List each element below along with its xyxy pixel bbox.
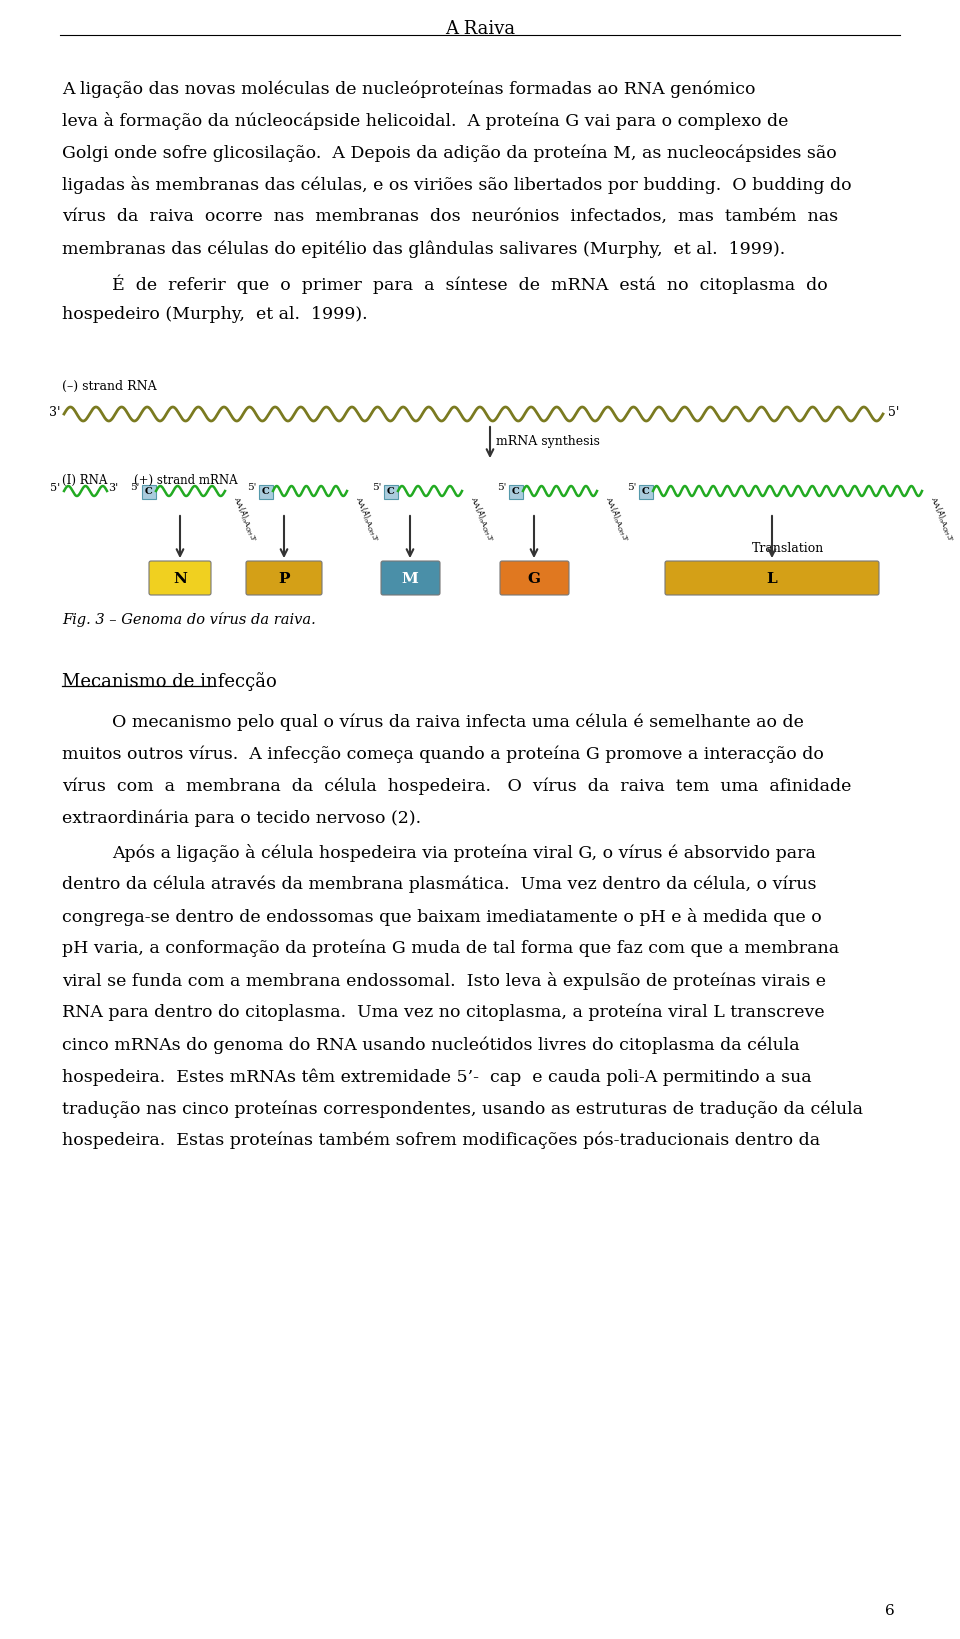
Text: AA$(A)_n$A$_{OH}$3': AA$(A)_n$A$_{OH}$3' — [602, 493, 632, 543]
Text: 3': 3' — [49, 406, 60, 420]
Text: L: L — [767, 572, 778, 585]
Text: Mecanismo de infecção: Mecanismo de infecção — [62, 672, 276, 690]
Text: AA$(A)_n$A$_{OH}$3': AA$(A)_n$A$_{OH}$3' — [467, 493, 496, 543]
Text: É  de  referir  que  o  primer  para  a  síntese  de  mRNA  está  no  citoplasma: É de referir que o primer para a síntese… — [112, 274, 828, 293]
Text: muitos outros vírus.  A infecção começa quando a proteína G promove a interacção: muitos outros vírus. A infecção começa q… — [62, 746, 824, 764]
FancyBboxPatch shape — [383, 485, 397, 500]
Text: leva à formação da núcleocápside helicoidal.  A proteína G vai para o complexo d: leva à formação da núcleocápside helicoi… — [62, 111, 788, 129]
Text: vírus  com  a  membrana  da  célula  hospedeira.   O  vírus  da  raiva  tem  uma: vírus com a membrana da célula hospedeir… — [62, 777, 852, 795]
Text: congrega-se dentro de endossomas que baixam imediatamente o pH e à medida que o: congrega-se dentro de endossomas que bai… — [62, 908, 822, 926]
FancyBboxPatch shape — [509, 485, 522, 500]
Text: dentro da célula através da membrana plasmática.  Uma vez dentro da célula, o ví: dentro da célula através da membrana pla… — [62, 875, 817, 893]
Text: ligadas às membranas das células, e os viriões são libertados por budding.  O bu: ligadas às membranas das células, e os v… — [62, 175, 852, 193]
Text: 5': 5' — [627, 484, 636, 492]
Text: 3': 3' — [108, 484, 118, 493]
Text: 5': 5' — [888, 406, 900, 420]
Text: pH varia, a conformação da proteína G muda de tal forma que faz com que a membra: pH varia, a conformação da proteína G mu… — [62, 939, 839, 957]
Text: N: N — [173, 572, 187, 585]
Text: AA$(A)_n$A$_{OH}$3': AA$(A)_n$A$_{OH}$3' — [230, 493, 259, 543]
Text: Translation: Translation — [752, 541, 825, 554]
Text: C: C — [512, 487, 519, 497]
Text: RNA para dentro do citoplasma.  Uma vez no citoplasma, a proteína viral L transc: RNA para dentro do citoplasma. Uma vez n… — [62, 1003, 825, 1021]
Text: viral se funda com a membrana endossomal.  Isto leva à expulsão de proteínas vir: viral se funda com a membrana endossomal… — [62, 972, 826, 990]
Text: tradução nas cinco proteínas correspondentes, usando as estruturas de tradução d: tradução nas cinco proteínas corresponde… — [62, 1100, 863, 1116]
Text: hospedeiro (Murphy,  et al.  1999).: hospedeiro (Murphy, et al. 1999). — [62, 306, 368, 323]
Text: A Raiva: A Raiva — [444, 20, 516, 38]
Text: 5': 5' — [497, 484, 506, 492]
Text: membranas das células do epitélio das glândulas salivares (Murphy,  et al.  1999: membranas das células do epitélio das gl… — [62, 239, 785, 257]
Text: 6: 6 — [885, 1603, 895, 1618]
Text: Golgi onde sofre glicosilação.  A Depois da adição da proteína M, as nucleocápsi: Golgi onde sofre glicosilação. A Depois … — [62, 144, 837, 161]
Text: 5': 5' — [372, 484, 381, 492]
Text: vírus  da  raiva  ocorre  nas  membranas  dos  neurónios  infectados,  mas  tamb: vírus da raiva ocorre nas membranas dos … — [62, 208, 838, 225]
Text: mRNA synthesis: mRNA synthesis — [496, 436, 600, 447]
FancyBboxPatch shape — [149, 562, 211, 595]
Text: hospedeira.  Estes mRNAs têm extremidade 5’-  cap  e cauda poli-A permitindo a s: hospedeira. Estes mRNAs têm extremidade … — [62, 1067, 811, 1085]
Text: O mecanismo pelo qual o vírus da raiva infecta uma célula é semelhante ao de: O mecanismo pelo qual o vírus da raiva i… — [112, 713, 804, 731]
FancyBboxPatch shape — [381, 562, 440, 595]
FancyBboxPatch shape — [141, 485, 156, 500]
Text: (I) RNA: (I) RNA — [62, 474, 108, 487]
FancyBboxPatch shape — [500, 562, 569, 595]
FancyBboxPatch shape — [258, 485, 273, 500]
Text: AA$(A)_n$A$_{OH}$3': AA$(A)_n$A$_{OH}$3' — [352, 493, 382, 543]
FancyBboxPatch shape — [665, 562, 879, 595]
Text: AA$(A)_n$A$_{OH}$3': AA$(A)_n$A$_{OH}$3' — [927, 493, 957, 543]
Text: (+) strand mRNA: (+) strand mRNA — [134, 474, 238, 487]
Text: M: M — [401, 572, 419, 585]
Text: A ligação das novas moléculas de nucleóproteínas formadas ao RNA genómico: A ligação das novas moléculas de nucleóp… — [62, 80, 756, 97]
Text: Fig. 3 – Genoma do vírus da raiva.: Fig. 3 – Genoma do vírus da raiva. — [62, 611, 316, 626]
Text: C: C — [641, 487, 649, 497]
Text: G: G — [527, 572, 540, 585]
Text: 5': 5' — [130, 484, 139, 492]
FancyBboxPatch shape — [638, 485, 653, 500]
Text: cinco mRNAs do genoma do RNA usando nucleótidos livres do citoplasma da célula: cinco mRNAs do genoma do RNA usando nucl… — [62, 1036, 800, 1052]
FancyBboxPatch shape — [246, 562, 322, 595]
Text: P: P — [278, 572, 290, 585]
Text: hospedeira.  Estas proteínas também sofrem modificações pós-traducionais dentro : hospedeira. Estas proteínas também sofre… — [62, 1131, 820, 1149]
Text: C: C — [387, 487, 395, 497]
Text: extraordinária para o tecido nervoso (2).: extraordinária para o tecido nervoso (2)… — [62, 810, 421, 828]
Text: C: C — [145, 487, 153, 497]
Text: 5': 5' — [247, 484, 256, 492]
Text: (–) strand RNA: (–) strand RNA — [62, 380, 156, 393]
Text: Após a ligação à célula hospedeira via proteína viral G, o vírus é absorvido par: Após a ligação à célula hospedeira via p… — [112, 844, 816, 862]
Text: C: C — [262, 487, 270, 497]
Text: 5': 5' — [50, 484, 60, 493]
